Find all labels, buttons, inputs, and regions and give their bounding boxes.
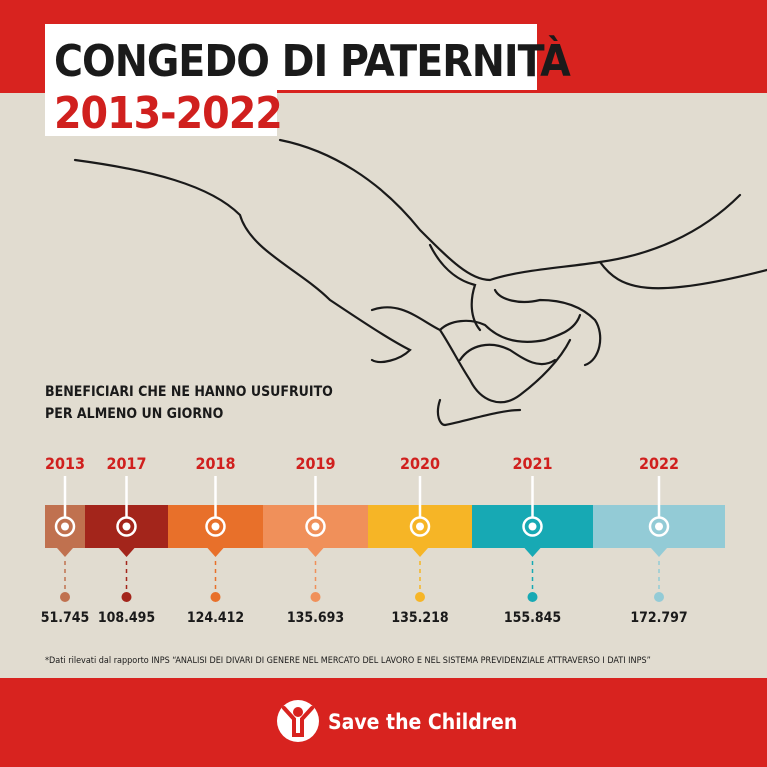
value-label: 51.745	[41, 610, 90, 626]
year-label: 2019	[295, 454, 335, 473]
marker-dot	[655, 522, 663, 531]
year-label: 2022	[639, 454, 679, 473]
caption-line: PER ALMENO UN GIORNO	[45, 406, 224, 422]
pointer	[524, 548, 541, 557]
value-label: 108.495	[98, 610, 155, 626]
marker-ring	[305, 516, 326, 537]
pointer	[412, 548, 428, 557]
title-box	[45, 24, 537, 90]
timeline: 2013 51.745 2017 108.495 2018 124.412 2019 135.…	[41, 454, 725, 626]
subtitle: 2013-2022	[54, 88, 282, 139]
year-label: 2021	[512, 454, 552, 473]
pointer	[307, 548, 324, 557]
value-dot	[527, 592, 538, 602]
value-dot	[210, 592, 221, 602]
value-label: 155.845	[504, 610, 561, 626]
caption-line: BENEFICIARI CHE NE HANNO USUFRUITO	[45, 384, 333, 400]
brand-name: Save the Children	[328, 710, 517, 734]
pointer	[118, 548, 135, 557]
subtitle-box	[45, 88, 277, 136]
marker-dot	[311, 522, 320, 531]
value-label: 135.693	[287, 610, 344, 626]
logo	[277, 700, 319, 742]
value-label: 135.218	[391, 610, 448, 626]
hands-drawing	[73, 138, 767, 427]
footnote: *Dati rilevati dal rapporto INPS “ANALIS…	[45, 656, 651, 666]
year-label: 2020	[400, 454, 440, 473]
marker-ring	[54, 516, 76, 537]
pointer	[57, 548, 73, 557]
year-label: 2013	[45, 454, 85, 473]
year-label: 2018	[195, 454, 235, 473]
value-dot	[60, 592, 70, 602]
marker-dot	[528, 522, 537, 531]
value-dot	[415, 592, 425, 602]
marker-ring	[648, 516, 670, 537]
value-dot	[310, 592, 321, 602]
marker-dot	[211, 522, 220, 531]
marker-ring	[116, 516, 137, 537]
marker-dot	[61, 522, 69, 531]
marker-ring	[409, 516, 431, 537]
pointer	[651, 548, 667, 557]
value-dot	[121, 592, 132, 602]
title: CONGEDO DI PATERNITÀ	[54, 34, 571, 87]
marker-ring	[522, 516, 543, 537]
bottom-band	[0, 678, 767, 767]
value-label: 172.797	[630, 610, 687, 626]
pointer	[207, 548, 224, 557]
marker-dot	[416, 522, 424, 531]
year-label: 2017	[106, 454, 146, 473]
value-label: 124.412	[187, 610, 244, 626]
marker-ring	[205, 516, 226, 537]
marker-dot	[122, 522, 131, 531]
value-dot	[654, 592, 664, 602]
